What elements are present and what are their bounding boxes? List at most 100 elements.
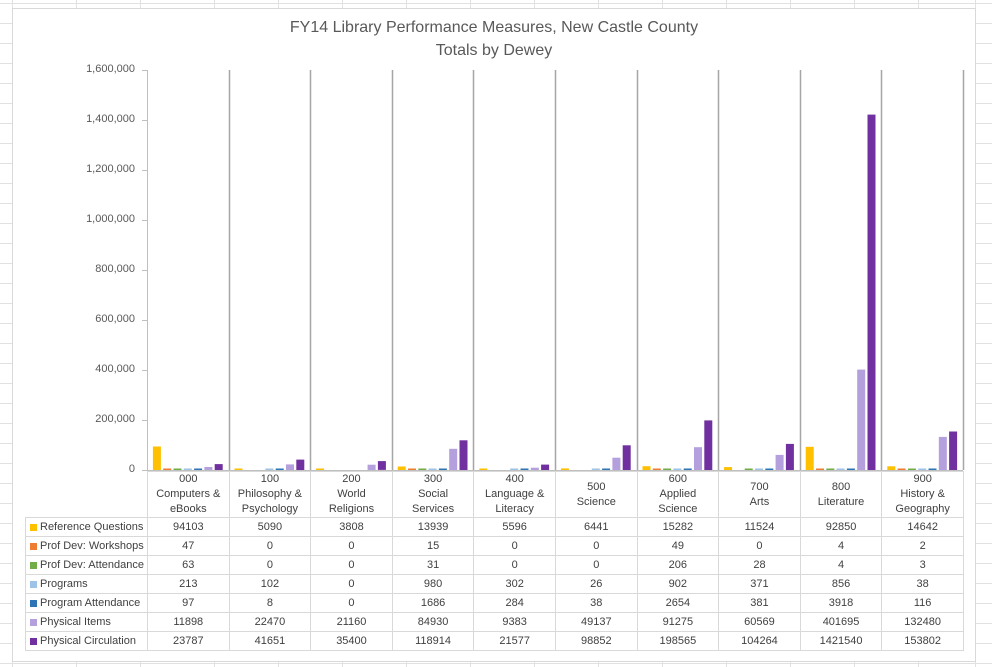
y-tick-label: 600,000 <box>95 313 135 325</box>
data-value: 49137 <box>554 612 638 632</box>
category-label: 100 Philosophy & Psychology <box>228 471 312 518</box>
data-value: 94103 <box>147 517 230 537</box>
table-row: Prof Dev: Attendance 63 0 0 31 0 0 206 28 4 3 <box>25 555 964 575</box>
data-value: 92850 <box>799 517 883 537</box>
bar[interactable] <box>704 420 713 470</box>
category-label-line: Social <box>418 488 449 500</box>
bar[interactable] <box>275 468 284 471</box>
bar[interactable] <box>265 468 274 471</box>
bar[interactable] <box>560 468 569 470</box>
bar[interactable] <box>296 459 305 470</box>
bar[interactable] <box>622 445 631 470</box>
bar[interactable] <box>541 464 550 470</box>
bar[interactable] <box>816 468 824 471</box>
bar[interactable] <box>449 448 458 470</box>
bar[interactable] <box>765 468 774 471</box>
bar[interactable] <box>938 436 947 470</box>
data-value: 26 <box>554 574 638 594</box>
bar[interactable] <box>887 466 896 470</box>
category-label: 500 Science <box>554 471 638 518</box>
bar[interactable] <box>479 468 488 471</box>
bar[interactable] <box>724 467 733 470</box>
bar[interactable] <box>755 468 763 471</box>
bar[interactable] <box>642 466 651 470</box>
data-value: 118914 <box>391 631 475 651</box>
data-value: 8 <box>228 593 312 613</box>
legend-label: Prof Dev: Workshops <box>40 540 144 552</box>
bar[interactable] <box>897 468 906 471</box>
table-row: Physical Circulation 23787 41651 35400 11891… <box>25 631 964 651</box>
bar[interactable] <box>602 468 611 471</box>
bar[interactable] <box>785 443 794 470</box>
bar[interactable] <box>194 468 203 471</box>
bar[interactable] <box>612 457 621 470</box>
bar[interactable] <box>918 468 927 471</box>
category-header-row: 000 Computers & eBooks 100 Philosophy & Psych… <box>26 471 964 518</box>
bar[interactable] <box>510 468 519 471</box>
data-value: 1421540 <box>799 631 883 651</box>
data-value: 116 <box>881 593 964 613</box>
bar[interactable] <box>928 468 937 471</box>
y-tick-label: 1,000,000 <box>86 213 135 225</box>
bar[interactable] <box>397 466 406 471</box>
bar[interactable] <box>214 464 223 470</box>
bar[interactable] <box>428 468 437 471</box>
legend-key <box>30 580 37 588</box>
bar[interactable] <box>438 468 447 471</box>
bar[interactable] <box>530 467 539 470</box>
data-value: 31 <box>391 555 475 575</box>
category-label-line: 700 <box>750 480 769 493</box>
bar[interactable] <box>673 468 682 471</box>
category-label-line: 900 <box>913 473 932 485</box>
bar[interactable] <box>836 468 845 471</box>
data-value: 4 <box>799 536 883 556</box>
category-label: 400 Language & Literacy <box>473 471 556 518</box>
bar[interactable] <box>286 464 294 470</box>
bar[interactable] <box>846 468 855 471</box>
bar[interactable] <box>367 464 376 470</box>
bar[interactable] <box>805 446 814 470</box>
bar[interactable] <box>652 468 661 471</box>
bar[interactable] <box>949 431 958 471</box>
data-value: 3808 <box>310 517 393 537</box>
legend-label: Physical Circulation <box>40 635 136 647</box>
data-value: 49 <box>636 536 720 556</box>
bar[interactable] <box>683 468 692 471</box>
bar[interactable] <box>907 468 916 471</box>
bar[interactable] <box>663 468 672 471</box>
bar[interactable] <box>694 447 702 470</box>
category-label-line: Literacy <box>495 503 534 515</box>
category-label-line: History & <box>900 488 945 500</box>
bar[interactable] <box>152 446 161 471</box>
legend-entry: Prof Dev: Workshops <box>25 536 148 556</box>
data-value: 47 <box>147 536 230 556</box>
bar[interactable] <box>520 468 529 471</box>
bar[interactable] <box>744 468 753 471</box>
bar[interactable] <box>163 468 172 471</box>
category-label-line: 500 <box>587 480 606 493</box>
bar[interactable] <box>459 440 468 470</box>
bar[interactable] <box>377 461 386 470</box>
category-label-line: Services <box>411 503 455 515</box>
data-value: 0 <box>228 536 312 556</box>
bar[interactable] <box>775 454 784 470</box>
data-value: 11524 <box>718 517 801 537</box>
legend-label: Prof Dev: Attendance <box>40 559 144 571</box>
bar[interactable] <box>234 468 243 471</box>
y-tick-label: 800,000 <box>95 263 135 275</box>
bar[interactable] <box>867 114 876 470</box>
bar[interactable] <box>173 468 182 471</box>
legend-label: Programs <box>40 578 88 590</box>
data-value: 4 <box>799 555 883 575</box>
bar[interactable] <box>183 468 192 471</box>
bar[interactable] <box>826 468 835 471</box>
data-value: 0 <box>473 536 556 556</box>
bar[interactable] <box>591 468 600 471</box>
bar[interactable] <box>204 467 213 470</box>
bar[interactable] <box>418 468 427 471</box>
bar[interactable] <box>316 468 325 471</box>
bar[interactable] <box>857 369 866 470</box>
chart-area[interactable]: FY14 Library Performance Measures, New C… <box>12 8 976 662</box>
bar[interactable] <box>408 468 416 471</box>
category-label-line: Science <box>576 495 616 508</box>
